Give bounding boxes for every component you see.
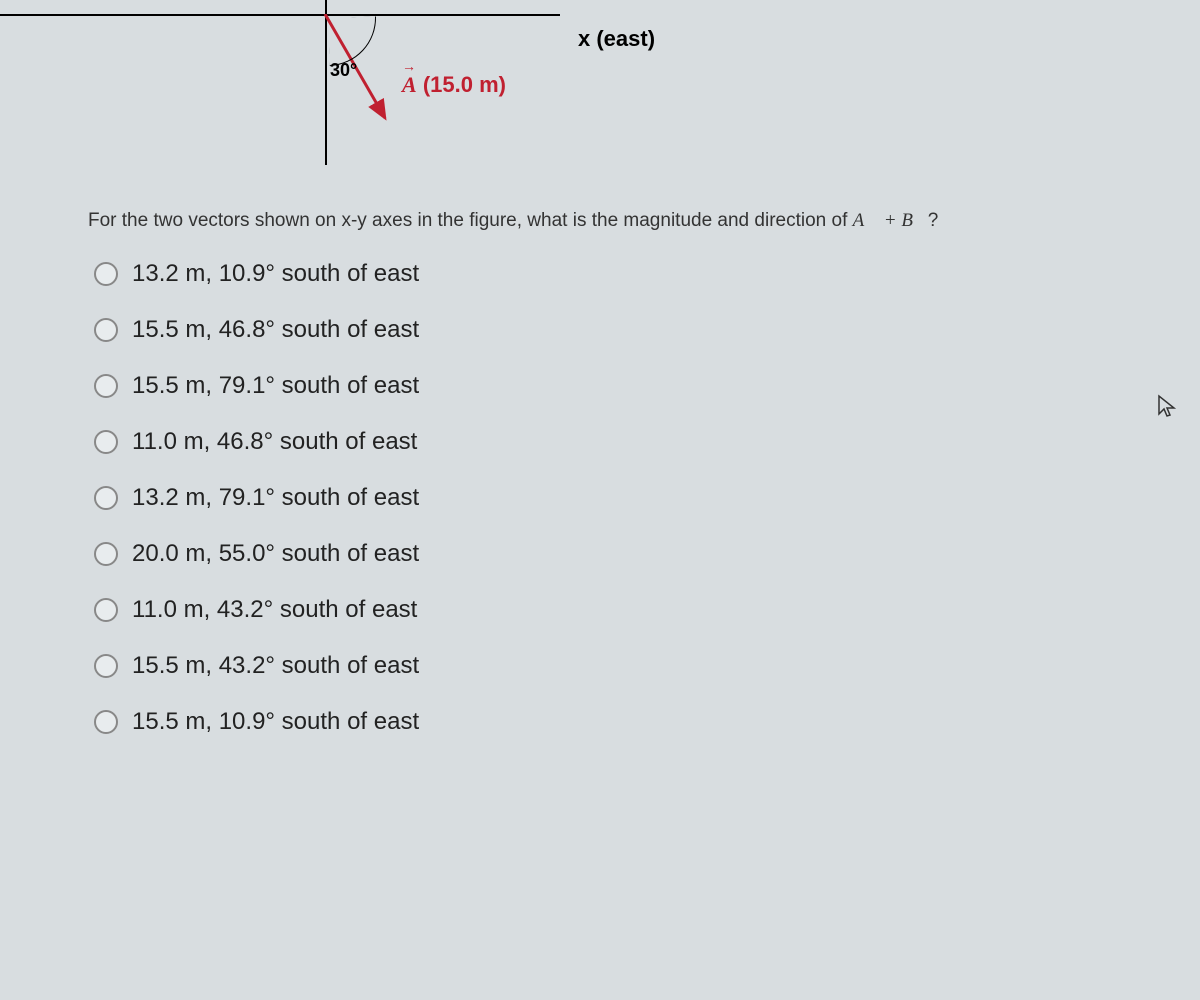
vector-a-label: A→ (15.0 m) — [402, 72, 506, 98]
question-text: For the two vectors shown on x-y axes in… — [88, 210, 1200, 232]
radio-button[interactable] — [94, 486, 118, 510]
options-group: 13.2 m, 10.9° south of east 15.5 m, 46.8°… — [94, 260, 1200, 736]
option-label: 11.0 m, 46.8° south of east — [132, 428, 417, 456]
radio-button[interactable] — [94, 542, 118, 566]
option-2[interactable]: 15.5 m, 79.1° south of east — [94, 372, 1200, 400]
radio-button[interactable] — [94, 262, 118, 286]
option-8[interactable]: 15.5 m, 10.9° south of east — [94, 708, 1200, 736]
radio-button[interactable] — [94, 598, 118, 622]
option-1[interactable]: 15.5 m, 46.8° south of east — [94, 316, 1200, 344]
radio-button[interactable] — [94, 374, 118, 398]
radio-button[interactable] — [94, 654, 118, 678]
option-label: 20.0 m, 55.0° south of east — [132, 540, 419, 568]
option-5[interactable]: 20.0 m, 55.0° south of east — [94, 540, 1200, 568]
cursor-icon — [1156, 394, 1178, 427]
option-label: 15.5 m, 43.2° south of east — [132, 652, 419, 680]
option-4[interactable]: 13.2 m, 79.1° south of east — [94, 484, 1200, 512]
option-0[interactable]: 13.2 m, 10.9° south of east — [94, 260, 1200, 288]
option-label: 13.2 m, 10.9° south of east — [132, 260, 419, 288]
option-label: 15.5 m, 10.9° south of east — [132, 708, 419, 736]
radio-button[interactable] — [94, 710, 118, 734]
radio-button[interactable] — [94, 430, 118, 454]
option-7[interactable]: 15.5 m, 43.2° south of east — [94, 652, 1200, 680]
vector-diagram: 30° A→ (15.0 m) x (east) — [0, 0, 1200, 175]
option-6[interactable]: 11.0 m, 43.2° south of east — [94, 596, 1200, 624]
option-label: 15.5 m, 79.1° south of east — [132, 372, 419, 400]
option-label: 11.0 m, 43.2° south of east — [132, 596, 417, 624]
angle-label: 30° — [330, 60, 357, 81]
option-label: 15.5 m, 46.8° south of east — [132, 316, 419, 344]
option-3[interactable]: 11.0 m, 46.8° south of east — [94, 428, 1200, 456]
option-label: 13.2 m, 79.1° south of east — [132, 484, 419, 512]
x-axis-label: x (east) — [578, 26, 655, 52]
radio-button[interactable] — [94, 318, 118, 342]
